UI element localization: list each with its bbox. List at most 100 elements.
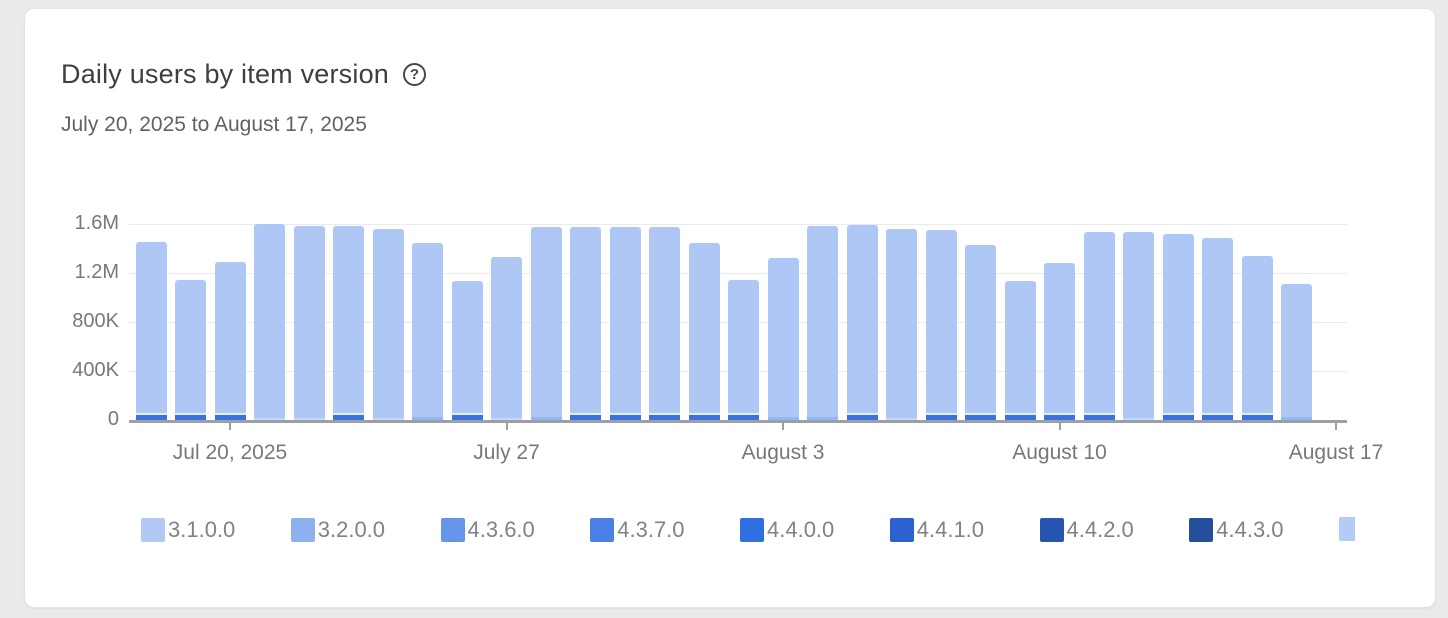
bar-segment-main — [1004, 281, 1036, 414]
bar-segment-minor — [1083, 413, 1115, 416]
bar-segment-minor — [965, 413, 996, 416]
bar-segment-base — [767, 416, 799, 420]
bar-segment-main — [333, 226, 364, 414]
bar[interactable] — [925, 229, 957, 420]
bar[interactable] — [1123, 232, 1154, 420]
bar-segment-main — [1123, 232, 1154, 418]
y-axis-tick-label: 1.6M — [74, 211, 119, 234]
bar[interactable] — [412, 243, 443, 420]
bar-segment-main — [530, 226, 562, 417]
bar[interactable] — [728, 280, 759, 420]
bar[interactable] — [135, 242, 167, 420]
legend-item: 4.3.7.0 — [590, 517, 685, 543]
bar[interactable] — [886, 228, 917, 420]
bar-segment-base — [175, 415, 206, 420]
legend-item: 4.4.0.0 — [740, 517, 834, 543]
bar-segment-main — [807, 226, 838, 417]
legend-item: 3.2.0.0 — [290, 517, 385, 543]
bar[interactable] — [1241, 255, 1273, 420]
help-icon[interactable]: ? — [403, 63, 427, 86]
bar[interactable] — [1202, 238, 1233, 420]
bar[interactable] — [846, 224, 878, 420]
legend-swatch — [141, 518, 165, 542]
y-axis-tick-label: 0 — [107, 408, 119, 430]
bar-segment-main — [412, 243, 443, 417]
bar-segment-main — [1281, 283, 1312, 417]
bar[interactable] — [254, 223, 285, 420]
bar[interactable] — [1162, 233, 1194, 420]
bar[interactable] — [649, 226, 680, 420]
bar-segment-main — [1241, 255, 1273, 414]
bar[interactable] — [333, 226, 364, 420]
bar[interactable] — [767, 258, 799, 420]
bar-segment-base — [1241, 415, 1273, 420]
bar[interactable] — [214, 261, 246, 420]
bar-segment-main — [491, 256, 522, 418]
bar[interactable] — [965, 244, 996, 420]
bar-segment-minor — [609, 413, 641, 416]
bar-segment-minor — [175, 413, 206, 416]
bar-segment-base — [846, 415, 878, 420]
page-title: Daily users by item version — [61, 59, 390, 89]
bar-segment-base — [649, 415, 680, 420]
x-axis-tick — [1335, 422, 1337, 430]
x-axis-tick — [505, 422, 508, 430]
legend-swatch — [1189, 518, 1214, 542]
bar[interactable] — [688, 242, 720, 420]
bar[interactable] — [570, 226, 601, 420]
legend-item: 3.1.0.0 — [141, 517, 235, 543]
legend-label: 4.3.6.0 — [467, 517, 535, 542]
legend-label: 4.4.1.0 — [916, 517, 985, 542]
bar-segment-main — [1083, 232, 1115, 414]
legend-swatch — [590, 518, 615, 542]
bar[interactable] — [1044, 262, 1075, 420]
bar-segment-base — [1202, 415, 1233, 420]
bar-segment-main — [609, 226, 641, 414]
daily-users-card: Daily users by item version ? July 20, 2… — [24, 8, 1436, 608]
bar-segment-base — [412, 416, 443, 420]
bar-segment-main — [965, 244, 996, 414]
x-axis-tick-label: August 10 — [1012, 441, 1107, 464]
bar[interactable] — [372, 228, 404, 420]
bar[interactable] — [175, 280, 206, 420]
bar-segment-base — [293, 417, 325, 420]
legend-item: 4.4.3.0 — [1189, 517, 1284, 543]
bar-segment-minor — [1202, 413, 1233, 416]
bar[interactable] — [491, 256, 522, 420]
bar-segment-base — [1123, 417, 1154, 420]
bar-segment-minor — [1162, 413, 1194, 416]
bar-segment-main — [175, 280, 206, 414]
bar[interactable] — [807, 226, 838, 420]
bar-segment-main — [1162, 233, 1194, 414]
bar-segment-base — [688, 415, 720, 420]
bar-segment-minor — [846, 413, 878, 416]
legend-label: 4.3.7.0 — [617, 517, 685, 542]
bar-segment-minor — [925, 413, 957, 416]
bar-segment-base — [925, 415, 957, 420]
bar[interactable] — [1281, 283, 1312, 420]
x-axis-tick-label: Jul 20, 2025 — [172, 441, 288, 464]
bar-segment-base — [451, 415, 483, 420]
bar[interactable] — [1004, 281, 1036, 420]
bar[interactable] — [293, 226, 325, 420]
bar-segment-minor — [688, 413, 720, 416]
bar-segment-base — [530, 416, 562, 420]
legend-label: 3.1.0.0 — [168, 517, 236, 542]
bar-segment-minor — [649, 413, 680, 416]
bar-segment-main — [1202, 238, 1233, 414]
x-axis-line — [129, 420, 1347, 423]
bar[interactable] — [1083, 232, 1115, 420]
bar-segment-main — [846, 224, 878, 414]
bar-segment-main — [451, 281, 483, 414]
bar[interactable] — [451, 281, 483, 420]
bar[interactable] — [609, 226, 641, 420]
bar-segment-main — [135, 242, 167, 414]
date-range-subtitle: July 20, 2025 to August 17, 2025 — [61, 113, 367, 136]
y-axis-tick-label: 1.2M — [74, 260, 119, 283]
bar-segment-minor — [1004, 413, 1036, 416]
bar-segment-base — [1004, 415, 1036, 420]
chart-legend: 3.1.0.0 3.2.0.0 4.3.6.0 4.3.7.0 4.4.0.0 4.4.1… — [25, 509, 1355, 559]
bar[interactable] — [530, 226, 562, 420]
legend-swatch — [740, 518, 764, 542]
bar-segment-base — [254, 417, 285, 420]
